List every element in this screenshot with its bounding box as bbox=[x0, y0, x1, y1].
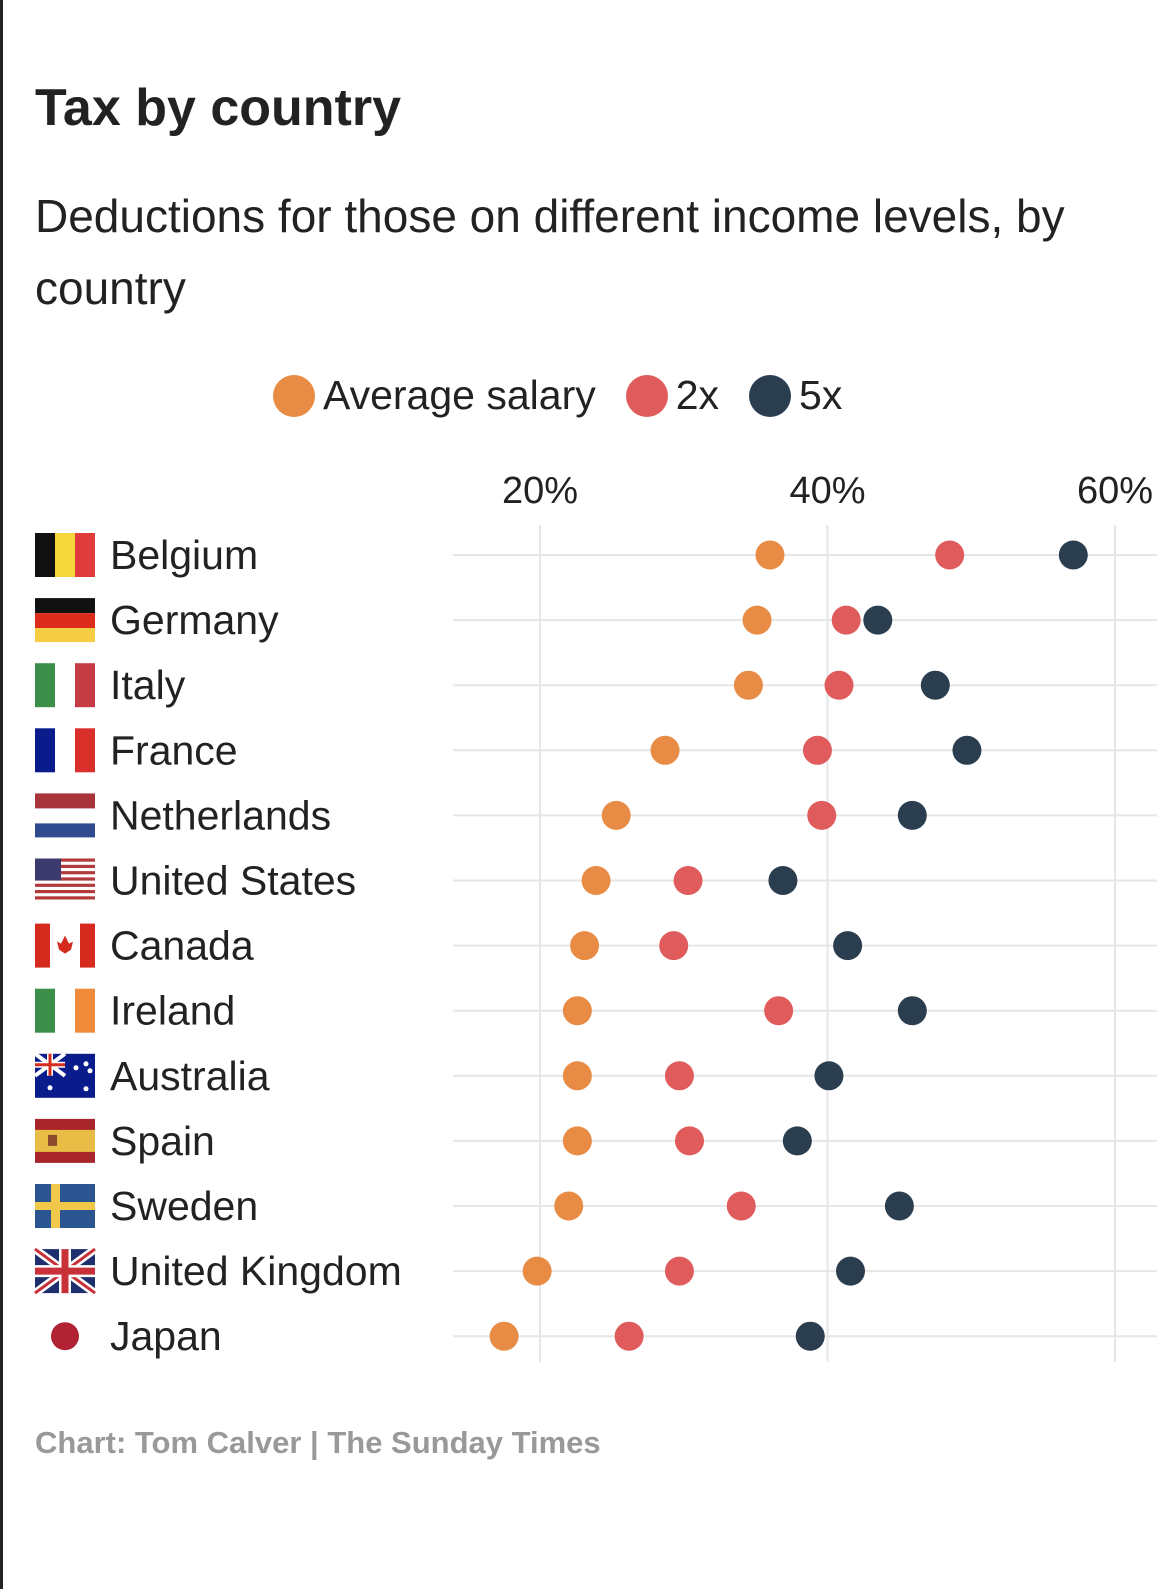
data-point-5x bbox=[897, 996, 927, 1026]
data-point-5x bbox=[897, 800, 927, 830]
data-point-average-salary bbox=[601, 800, 631, 830]
data-point-5x bbox=[1058, 540, 1088, 570]
legend-label: 5x bbox=[799, 372, 843, 418]
data-point-average-salary bbox=[755, 540, 785, 570]
australia-flag-icon bbox=[33, 1052, 95, 1098]
legend-label: 2x bbox=[675, 372, 720, 418]
data-point-2x bbox=[726, 1191, 756, 1221]
data-point-2x bbox=[764, 996, 794, 1026]
united-kingdom-flag-icon bbox=[32, 1245, 98, 1297]
data-point-2x bbox=[824, 670, 854, 700]
legend-item-5x: 5x bbox=[749, 372, 842, 419]
dot-plot: 20% 40% 60% Belgium Germany Italy France Nether… bbox=[32, 470, 1157, 1362]
france-flag-icon bbox=[35, 728, 95, 773]
chart-subtitle: Deductions for those on different income… bbox=[35, 190, 1065, 314]
data-point-2x bbox=[659, 931, 689, 961]
chart-title: Tax by country bbox=[35, 79, 402, 137]
spain-flag-icon bbox=[35, 1118, 95, 1163]
country-label: United States bbox=[110, 858, 356, 904]
data-point-average-salary bbox=[562, 1126, 592, 1156]
data-point-5x bbox=[884, 1191, 914, 1221]
legend-marker bbox=[625, 374, 668, 417]
data-point-2x bbox=[664, 1256, 694, 1286]
data-point-average-salary bbox=[489, 1321, 519, 1351]
country-label: Germany bbox=[110, 597, 279, 643]
x-tick-label: 40% bbox=[789, 470, 865, 512]
data-point-average-salary bbox=[562, 1061, 592, 1091]
legend-marker bbox=[273, 374, 315, 417]
ireland-flag-icon bbox=[35, 988, 95, 1033]
sweden-flag-icon bbox=[35, 1184, 95, 1228]
data-point-5x bbox=[836, 1256, 865, 1286]
italy-flag-icon bbox=[35, 663, 95, 708]
legend-marker bbox=[749, 374, 792, 417]
data-point-average-salary bbox=[650, 735, 680, 765]
data-point-5x bbox=[782, 1126, 812, 1156]
data-point-5x bbox=[863, 605, 893, 635]
data-point-2x bbox=[614, 1321, 644, 1351]
country-label: Canada bbox=[110, 923, 254, 969]
united-states-flag-icon bbox=[35, 858, 95, 900]
data-point-2x bbox=[935, 540, 965, 570]
data-point-average-salary bbox=[570, 931, 600, 961]
country-label: Belgium bbox=[110, 532, 258, 578]
x-tick-label: 20% bbox=[502, 470, 578, 512]
data-point-5x bbox=[795, 1321, 825, 1351]
legend-label: Average salary bbox=[323, 372, 596, 418]
data-point-5x bbox=[952, 735, 982, 765]
data-point-average-salary bbox=[742, 605, 772, 635]
data-point-average-salary bbox=[581, 866, 611, 895]
data-point-2x bbox=[673, 866, 703, 895]
data-point-2x bbox=[664, 1061, 694, 1091]
legend: Average salary 2x 5x bbox=[273, 372, 872, 419]
data-point-average-salary bbox=[554, 1191, 584, 1221]
belgium-flag-icon bbox=[35, 533, 95, 577]
country-label: Japan bbox=[110, 1313, 222, 1359]
data-point-2x bbox=[675, 1126, 704, 1156]
country-label: Netherlands bbox=[110, 792, 331, 838]
country-label: France bbox=[110, 727, 238, 773]
country-label: Italy bbox=[110, 662, 186, 708]
x-tick-label: 60% bbox=[1077, 470, 1153, 512]
legend-item-average: Average salary bbox=[273, 372, 596, 419]
netherlands-flag-icon bbox=[35, 793, 95, 838]
country-label: Australia bbox=[110, 1053, 270, 1099]
country-label: United Kingdom bbox=[110, 1248, 402, 1294]
data-point-average-salary bbox=[562, 996, 592, 1026]
legend-item-2x: 2x bbox=[625, 372, 720, 419]
data-point-5x bbox=[920, 670, 950, 700]
data-point-5x bbox=[833, 931, 863, 961]
japan-flag-icon bbox=[51, 1322, 79, 1351]
data-point-average-salary bbox=[733, 670, 763, 700]
country-label: Spain bbox=[110, 1118, 215, 1164]
data-point-2x bbox=[831, 605, 861, 635]
data-point-2x bbox=[802, 735, 832, 765]
country-label: Sweden bbox=[110, 1183, 258, 1229]
data-point-average-salary bbox=[522, 1256, 552, 1286]
data-point-5x bbox=[768, 866, 798, 895]
germany-flag-icon bbox=[35, 598, 95, 643]
data-point-5x bbox=[814, 1061, 844, 1091]
canada-flag-icon bbox=[35, 923, 95, 968]
data-point-2x bbox=[807, 800, 837, 830]
country-label: Ireland bbox=[110, 988, 235, 1034]
source-credit: Chart: Tom Calver | The Sunday Times bbox=[35, 1425, 601, 1460]
